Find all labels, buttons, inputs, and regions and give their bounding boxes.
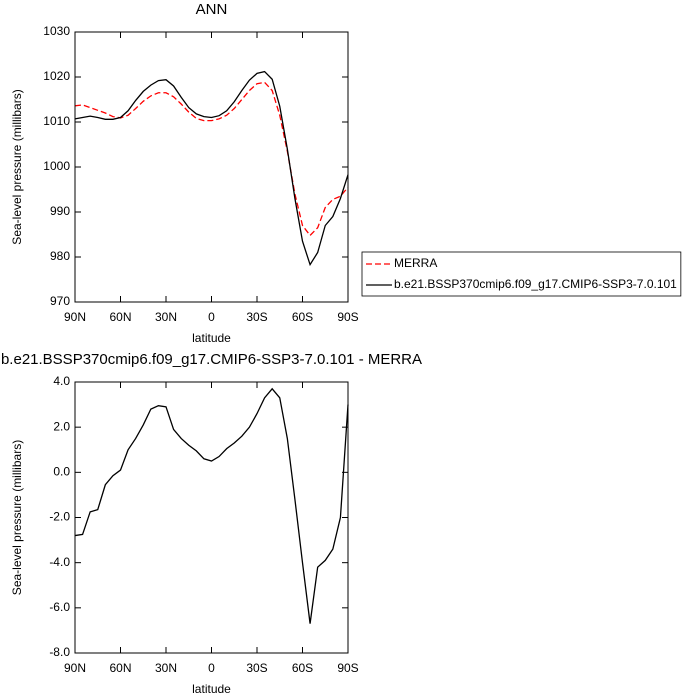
y-tick-label: -6.0	[49, 600, 70, 614]
x-tick-label: 30S	[246, 310, 267, 324]
plot-frame	[74, 31, 349, 303]
x-tick-label: 30N	[155, 661, 177, 675]
x-axis-label: latitude	[192, 682, 231, 696]
x-tick-label: 90S	[337, 661, 358, 675]
x-tick-label: 60N	[109, 310, 131, 324]
plot-frame	[74, 381, 349, 654]
y-tick-label: 1030	[43, 24, 70, 38]
x-tick-label: 0	[208, 310, 215, 324]
chart-title: ANN	[196, 1, 228, 18]
x-tick-label: 60S	[292, 310, 313, 324]
legend-label: b.e21.BSSP370cmip6.f09_g17.CMIP6-SSP3-7.…	[394, 277, 677, 291]
x-axis-label: latitude	[192, 331, 231, 345]
data-line	[74, 70, 349, 267]
x-tick-label: 90S	[337, 310, 358, 324]
data-line	[74, 81, 349, 237]
y-axis-label: Sea-level pressure (millibars)	[10, 440, 24, 595]
y-tick-label: -4.0	[49, 555, 70, 569]
x-tick-label: 30S	[246, 661, 267, 675]
y-tick-label: 990	[50, 204, 70, 218]
y-tick-label: 1020	[43, 69, 70, 83]
y-tick-label: 1000	[43, 159, 70, 173]
y-tick-label: -8.0	[49, 645, 70, 659]
y-tick-label: 0.0	[53, 465, 70, 479]
x-tick-label: 60S	[292, 661, 313, 675]
y-axis-label: Sea-level pressure (millibars)	[10, 89, 24, 244]
legend-frame	[361, 251, 682, 297]
y-tick-label: 980	[50, 249, 70, 263]
y-tick-label: 970	[50, 294, 70, 308]
y-tick-label: 1010	[43, 114, 70, 128]
legend: MERRA b.e21.BSSP370cmip6.f09_g17.CMIP6-SS…	[361, 251, 682, 297]
x-tick-label: 90N	[64, 661, 86, 675]
x-tick-label: 90N	[64, 310, 86, 324]
data-line	[74, 387, 349, 624]
y-tick-label: -2.0	[49, 510, 70, 524]
y-tick-label: 2.0	[53, 419, 70, 433]
x-tick-label: 60N	[109, 661, 131, 675]
x-tick-label: 30N	[155, 310, 177, 324]
x-tick-label: 0	[208, 661, 215, 675]
y-tick-label: 4.0	[53, 374, 70, 388]
chart-title: b.e21.BSSP370cmip6.f09_g17.CMIP6-SSP3-7.…	[1, 351, 422, 368]
legend-label: MERRA	[394, 256, 437, 270]
